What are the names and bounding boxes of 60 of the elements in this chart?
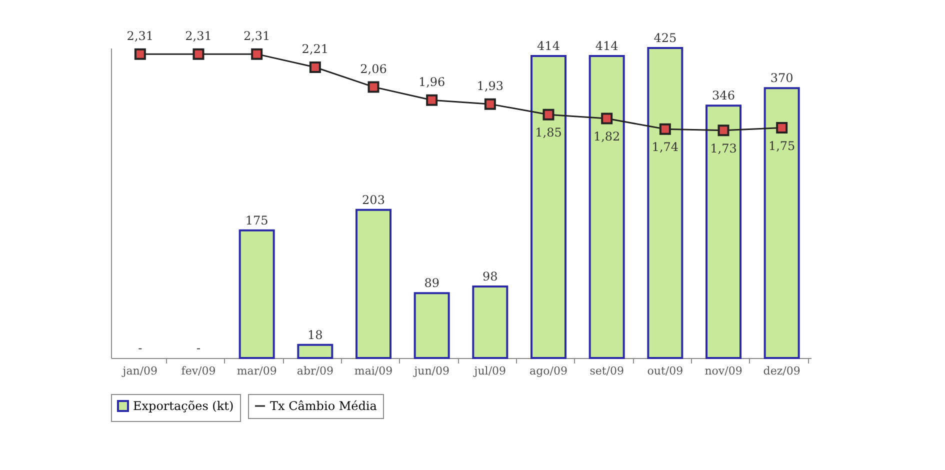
point: [426, 94, 438, 106]
x-tick-label: jul/09: [472, 364, 506, 378]
data-label: 2,31: [185, 29, 212, 44]
data-label: 425: [654, 31, 677, 45]
bar: [414, 292, 450, 359]
x-tick-label: mar/09: [236, 364, 277, 378]
data-label: 1,85: [535, 126, 562, 140]
x-tick-label: fev/09: [181, 364, 216, 378]
point: [542, 108, 554, 120]
data-label: 89: [424, 276, 440, 290]
legend-label: Tx Câmbio Média: [270, 399, 377, 413]
data-label: 175: [245, 213, 268, 228]
bar: [706, 104, 742, 359]
point: [368, 81, 380, 93]
data-label: 1,73: [710, 141, 737, 156]
x-tick-label: jun/09: [412, 364, 450, 378]
data-label: 2,31: [126, 29, 154, 44]
data-label: 2,06: [360, 62, 387, 76]
bar: [530, 55, 566, 359]
point: [309, 61, 321, 73]
data-label: 1,75: [768, 138, 796, 153]
point: [659, 123, 671, 135]
bar: [647, 47, 684, 359]
x-tick-label: set/09: [590, 364, 624, 378]
x-tick-label: jan/09: [120, 364, 158, 378]
x-tick-label: nov/09: [704, 364, 742, 378]
point: [192, 48, 204, 60]
data-label: 18: [308, 328, 323, 342]
data-label: 1,93: [476, 79, 504, 94]
bar: [472, 286, 508, 359]
x-tick-label: dez/09: [763, 364, 800, 378]
point: [484, 98, 496, 110]
point: [134, 48, 146, 60]
data-label: 1,82: [593, 130, 620, 144]
bar: [764, 87, 800, 359]
data-label: 346: [712, 88, 735, 103]
legend-label: Exportações (kt): [133, 399, 234, 413]
x-tick-label: abr/09: [296, 364, 334, 378]
data-label: 1,96: [418, 75, 446, 90]
x-tick-label: out/09: [647, 364, 684, 378]
bar: [238, 229, 275, 359]
point: [776, 122, 788, 134]
data-label: 203: [362, 192, 385, 207]
point: [601, 112, 613, 124]
data-label: 98: [482, 270, 498, 284]
data-label: -: [196, 341, 201, 355]
data-label: 414: [537, 39, 560, 54]
data-label: 414: [595, 39, 619, 54]
x-tick-label: mai/09: [354, 364, 393, 378]
x-tick-label: ago/09: [530, 364, 568, 378]
data-label: 370: [770, 71, 794, 86]
point: [251, 48, 263, 60]
bar: [297, 344, 334, 359]
bar: [588, 55, 625, 359]
point: [718, 124, 730, 136]
data-label: -: [138, 341, 142, 355]
data-label: 1,74: [652, 140, 679, 154]
data-label: 2,31: [243, 29, 270, 44]
data-label: 2,21: [302, 42, 329, 56]
bar: [356, 208, 392, 359]
